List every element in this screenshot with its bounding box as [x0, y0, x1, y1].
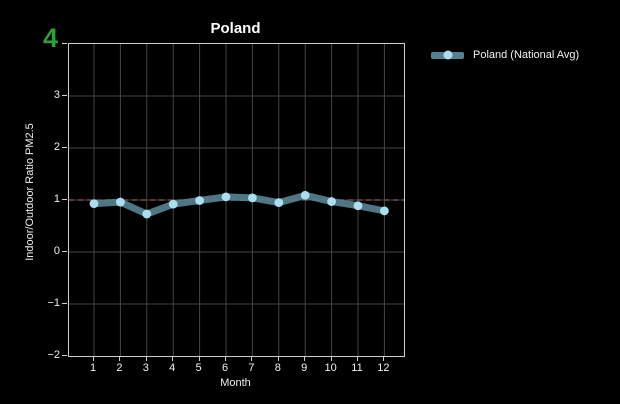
x-tick: [383, 356, 385, 361]
y-tick-label: 1: [53, 193, 60, 205]
x-tick: [251, 356, 253, 361]
x-tick: [145, 356, 147, 361]
y-tick: [62, 95, 67, 96]
y-tick-label: −1: [47, 297, 60, 309]
plot-canvas: [69, 44, 404, 356]
x-tick-label: 8: [274, 362, 281, 374]
x-tick: [277, 356, 279, 361]
x-tick-label: 1: [89, 362, 97, 374]
data-point: [195, 196, 204, 205]
x-tick: [330, 356, 332, 361]
data-point: [168, 199, 178, 209]
data-point: [89, 199, 99, 209]
data-point: [248, 193, 257, 203]
data-point: [380, 206, 389, 216]
x-tick-label: 5: [195, 362, 202, 374]
y-tick: [62, 43, 67, 44]
clipped-xlabel-above: Month: [68, 0, 403, 5]
x-axis-label: Month: [220, 377, 251, 389]
x-tick-label: 3: [142, 362, 149, 374]
x-tick: [304, 356, 306, 361]
x-tick-label: 9: [301, 362, 308, 374]
data-point: [116, 197, 125, 207]
x-tick-label: 2: [116, 362, 123, 374]
x-tick: [119, 356, 121, 361]
y-axis-label: Indoor/Outdoor Ratio PM2.5: [24, 123, 36, 261]
y-tick-label: 3: [53, 89, 60, 101]
x-tick: [357, 356, 358, 361]
data-point: [300, 190, 310, 200]
x-tick-label: 12: [377, 362, 390, 374]
x-tick: [198, 356, 200, 361]
plot-area: [68, 43, 405, 357]
x-tick-label: 7: [248, 362, 255, 374]
x-tick-label: 11: [351, 362, 363, 374]
y-tick-label: 0: [53, 245, 60, 257]
series-line: [90, 191, 388, 218]
y-tick: [62, 147, 67, 148]
x-tick-label: 6: [221, 362, 229, 374]
y-tick: [62, 355, 67, 356]
x-tick-label: 10: [324, 362, 337, 374]
y-tick-label: 2: [53, 141, 60, 153]
legend-label: Poland (National Avg): [473, 49, 580, 61]
data-point: [142, 209, 152, 219]
data-point: [327, 197, 336, 206]
y-tick: [62, 199, 67, 200]
legend: Poland (National Avg): [431, 49, 579, 61]
y-tick: [62, 303, 67, 304]
legend-line-marker: [431, 50, 464, 60]
y-tick-label: −2: [47, 349, 60, 361]
legend-dot-icon: [443, 50, 452, 60]
x-tick: [93, 356, 94, 361]
data-point: [274, 198, 284, 208]
x-tick: [225, 356, 226, 361]
x-tick: [172, 356, 174, 361]
som-annotation-4: 4: [43, 23, 59, 53]
data-point: [221, 192, 231, 202]
data-point: [353, 201, 363, 211]
chart-title: Poland: [210, 20, 261, 37]
y-tick: [62, 251, 67, 252]
x-tick-label: 4: [169, 362, 176, 374]
